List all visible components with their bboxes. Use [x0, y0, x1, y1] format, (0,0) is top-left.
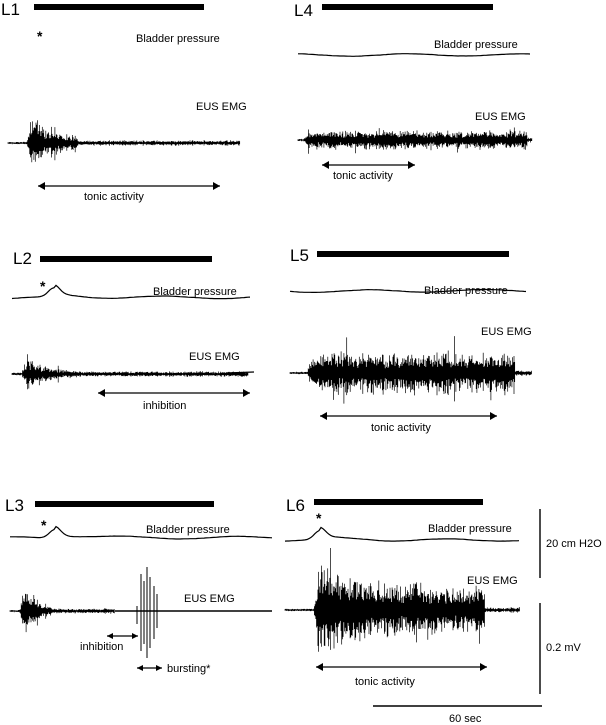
- emg-trace-l2: [11, 354, 249, 390]
- emg-trace-l1: [7, 120, 241, 163]
- pressure-peak-marker-l1: *: [37, 28, 43, 44]
- pressure-peak-marker-l2: *: [40, 278, 46, 294]
- emg-label-l3: EUS EMG: [184, 593, 235, 605]
- panel-l5: L5 Bladder pressure EUS EMG tonic activi…: [289, 246, 532, 434]
- pressure-label-l3: Bladder pressure: [146, 524, 230, 536]
- panel-label-l1: L1: [1, 0, 20, 19]
- annotation-label-l5-tonic: tonic activity: [371, 422, 431, 434]
- annotation-label-l3-inhibition: inhibition: [80, 641, 123, 653]
- pressure-label-l6: Bladder pressure: [428, 523, 512, 535]
- panel-label-l6: L6: [286, 496, 305, 515]
- scale-bars: 20 cm H2O 0.2 mV 60 sec: [373, 509, 602, 725]
- emg-trace-l5-signal: [289, 336, 532, 404]
- annotation-arrow-l3-bursting: [137, 665, 162, 671]
- emg-trace-l2-signal: [11, 354, 249, 390]
- emg-label-l1: EUS EMG: [196, 101, 247, 113]
- pressure-label-l1: Bladder pressure: [136, 33, 220, 45]
- pressure-trace-l2: [11, 284, 251, 300]
- time-scale-label: 60 sec: [449, 713, 482, 725]
- panel-label-l2: L2: [13, 249, 32, 268]
- pressure-trace-l5: [289, 288, 527, 293]
- stimulation-bar-l5: [317, 251, 509, 257]
- pressure-label-l2: Bladder pressure: [153, 286, 237, 298]
- emg-bursts-l3: [136, 567, 158, 658]
- annotation-arrow-l6-tonic: [316, 663, 487, 671]
- emg-trace-l3-signal: [9, 593, 115, 633]
- annotation-arrow-l4-tonic: [322, 161, 415, 169]
- emg-scale-label: 0.2 mV: [546, 642, 582, 654]
- emg-trace-l6: [284, 548, 520, 652]
- annotation-arrow-l2-inhibition: [98, 389, 250, 397]
- stimulation-bar-l2: [40, 256, 212, 262]
- pressure-peak-marker-l6: *: [316, 510, 322, 526]
- pressure-trace-l3: [10, 525, 273, 540]
- pressure-peak-marker-l3: *: [41, 517, 47, 533]
- emg-label-l4: EUS EMG: [475, 111, 526, 123]
- panel-l2: L2 * Bladder pressure EUS EMG inhibition: [11, 249, 255, 412]
- annotation-label-l6-tonic: tonic activity: [355, 676, 415, 688]
- emg-trace-l3: [9, 593, 115, 633]
- emg-trace-l5: [289, 336, 532, 404]
- stimulation-bar-l4: [322, 4, 493, 10]
- emg-label-l6: EUS EMG: [467, 575, 518, 587]
- stimulation-bar-l3: [35, 501, 214, 507]
- panel-l3: L3 * Bladder pressure EUS EMG inhibition: [5, 496, 273, 675]
- emg-trace-l6-signal: [284, 548, 520, 652]
- annotation-arrow-l5-tonic: [320, 412, 497, 420]
- emg-label-l5: EUS EMG: [481, 326, 532, 338]
- annotation-label-l3-bursting: bursting*: [167, 663, 211, 675]
- panel-label-l4: L4: [294, 1, 313, 20]
- emg-baseline-tail-l2: [225, 371, 255, 374]
- stimulation-bar-l1: [34, 4, 204, 10]
- panel-label-l5: L5: [290, 246, 309, 265]
- panel-l4: L4 Bladder pressure EUS EMG tonic activi…: [294, 1, 533, 182]
- panel-l6: L6 * Bladder pressure EUS EMG tonic acti…: [284, 496, 520, 688]
- pressure-trace-l4: [298, 53, 531, 57]
- pressure-label-l4: Bladder pressure: [434, 39, 518, 51]
- pressure-trace-l6: [284, 526, 520, 542]
- panel-label-l3: L3: [5, 496, 24, 515]
- annotation-label-l2-inhibition: inhibition: [143, 400, 186, 412]
- emg-trace-l4-signal: [297, 127, 533, 154]
- pressure-label-l5: Bladder pressure: [424, 285, 508, 297]
- emg-trace-l4: [297, 127, 533, 154]
- annotation-label-l4-tonic: tonic activity: [333, 170, 393, 182]
- stimulation-bar-l6: [314, 499, 483, 505]
- annotation-label-l1-tonic: tonic activity: [84, 191, 144, 203]
- emg-trace-l1-signal: [7, 120, 241, 163]
- emg-label-l2: EUS EMG: [189, 351, 240, 363]
- panel-l1: L1 * Bladder pressure EUS EMG tonic acti…: [1, 0, 247, 203]
- annotation-arrow-l3-inhibition: [107, 633, 138, 639]
- pressure-scale-label: 20 cm H2O: [546, 538, 602, 550]
- annotation-arrow-l1-tonic: [38, 182, 220, 190]
